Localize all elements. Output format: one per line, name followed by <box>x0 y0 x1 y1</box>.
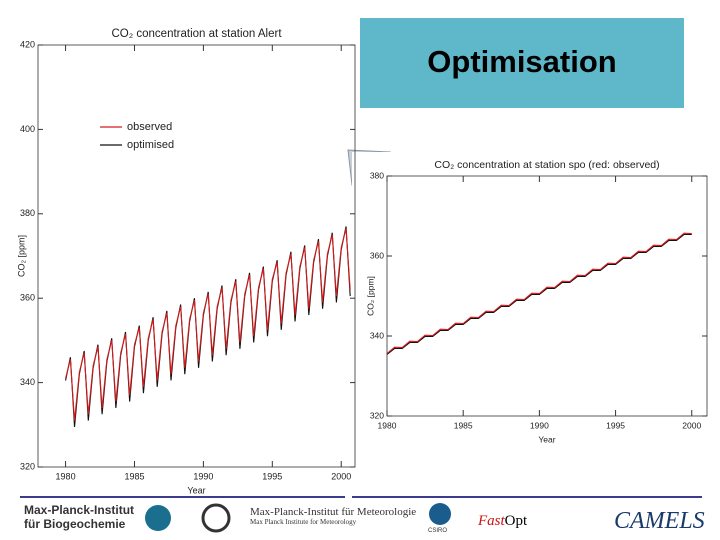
y-tick-label: 360 <box>20 293 35 303</box>
x-axis-label: Year <box>538 434 555 444</box>
opt: Opt <box>504 513 528 529</box>
y-axis-label: CO₂ [ppm] <box>365 276 375 316</box>
y-tick-label: 380 <box>20 208 35 218</box>
y-tick-label: 360 <box>370 250 384 260</box>
mpi-met-line: Max Planck Institute for Meteorology <box>250 518 357 526</box>
y-axis-label: CO₂ [ppm] <box>16 235 26 277</box>
fastopt: FastOpt <box>478 513 527 530</box>
legend-label: observed <box>127 121 172 133</box>
y-tick-label: 400 <box>20 124 35 134</box>
mpi-bgc-line: Max-Planck-Institut <box>24 503 135 517</box>
x-tick-label: 1995 <box>262 471 282 481</box>
x-tick-label: 1980 <box>378 420 397 430</box>
x-tick-label: 2000 <box>682 420 701 430</box>
plot-frame <box>386 175 708 417</box>
plot-frame <box>37 44 356 468</box>
fast: Fast <box>478 513 505 529</box>
mpi-bgc: Max-Planck-Institut für Biogeochemie <box>24 503 134 531</box>
x-tick-label: 1985 <box>124 471 144 481</box>
camels: CAMELS <box>614 508 705 534</box>
inset-panel <box>352 152 712 452</box>
y-tick-label: 340 <box>370 330 384 340</box>
legend-label: optimised <box>127 139 174 151</box>
series-line <box>386 232 692 355</box>
series-line <box>65 228 351 421</box>
mpi-bgc-line: für Biogeochemie <box>24 517 126 531</box>
mpi-met-line: Max-Planck-Institut für Meteorologie <box>250 506 417 518</box>
banner-box <box>360 18 684 108</box>
y-tick-label: 380 <box>370 170 384 180</box>
y-tick-label: 320 <box>370 410 384 420</box>
x-tick-label: 1980 <box>56 471 76 481</box>
mpi-met: Max-Planck-Institut für Meteorologie Max… <box>250 506 416 526</box>
x-axis-label: Year <box>187 485 205 495</box>
logo <box>429 503 451 525</box>
chart-title: CO₂ concentration at station Alert <box>111 28 282 40</box>
banner-title: Optimisation <box>427 44 616 79</box>
chart-title: CO₂ concentration at station spo (red: o… <box>434 159 659 171</box>
y-tick-label: 420 <box>20 39 35 49</box>
x-tick-label: 1985 <box>454 420 473 430</box>
logo <box>201 503 231 533</box>
logo <box>145 505 171 531</box>
x-tick-label: 1990 <box>193 471 213 481</box>
y-tick-label: 340 <box>20 377 35 387</box>
x-tick-label: 2000 <box>331 471 351 481</box>
series-line <box>65 226 351 427</box>
x-tick-label: 1995 <box>606 420 625 430</box>
y-tick-label: 320 <box>20 461 35 471</box>
x-tick-label: 1990 <box>530 420 549 430</box>
csiro: CSIRO <box>428 528 448 534</box>
series-line <box>386 233 692 355</box>
